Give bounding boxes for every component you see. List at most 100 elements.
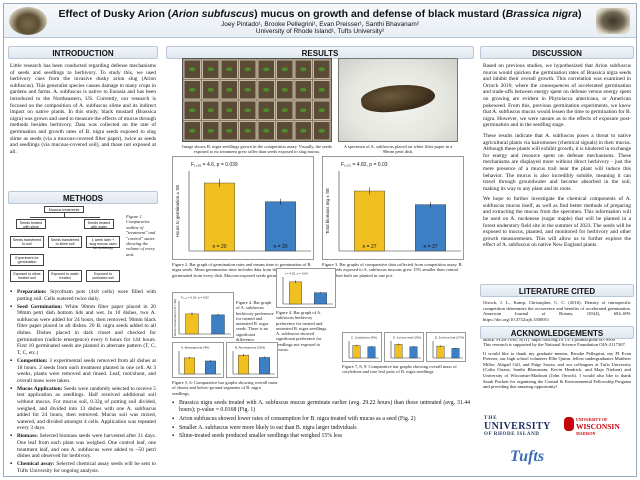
seedling-leaf [263,87,270,92]
introduction-heading: INTRODUCTION [8,46,158,59]
bar-control [352,345,361,359]
ack-paragraph-2: If would like to thank my graduate mento… [483,350,631,390]
chart-annotation: A. Belowground (4%) [181,346,209,350]
discussion-paragraph-2: These results indicate that A. subfuscus… [483,132,631,192]
bar-control [184,357,195,375]
fig2-caption: Figure 2. Bar graph of germination rates… [172,262,312,278]
chart-consumption-seedlings: t = 4.20, p = 0.04 [276,268,336,308]
literature-heading: LITERATURE CITED [480,284,634,297]
introduction-text: Little research has been conducted regar… [10,63,156,155]
seedling-leaf [189,128,196,133]
flow-box-slime: Seeds treated with slime [16,219,46,229]
seedling-leaf [263,108,270,113]
seedling-leaf [300,87,307,92]
chart-consumption-seeds: F₁,₁₄ = 0.18, p = 0.82 Seed consumption (… [172,292,234,338]
fig5-caption: Figure 5, 6: Comparative bar graphs show… [172,380,278,396]
discussion-text: Based on previous studies, we hypothesiz… [483,63,631,249]
methods-bullet: Chemical assay: Selected chemical assay … [10,461,156,474]
chart-annotation: t = 4.20, p = 0.04 [285,272,308,276]
flow-box-germination: Experiment for germination [10,254,44,266]
title-middle: ) mucus on growth and defense of black m… [254,8,506,20]
methods-figure-caption: Figure 1. Comparative outline of "treatm… [126,214,156,257]
bar-slime [451,348,460,359]
flow-box-untreated: Exposed to untreated soil [86,270,120,282]
seedling-leaf [189,108,196,113]
bar-slime [409,346,418,359]
seedling-leaf [189,87,196,92]
seedling-leaf [300,67,307,72]
flow-box-soil: Seeds transferred to soil [10,236,44,248]
chart-belowground: A. Belowground (4%) [172,342,224,378]
seedling-leaf [318,67,325,72]
poster-title: Effect of Dusky Arion (Arion subfuscus) … [4,4,636,20]
bar-slime [205,360,216,375]
chart-annotation: F₁,₅₂ = 4.82, p = 0.03 [341,162,388,168]
seedling-leaf [300,128,307,133]
seedling-leaf [244,128,251,133]
bar-control [289,281,302,305]
seedling-leaf [207,87,214,92]
chart-annotation: F₁,₁₄ = 0.18, p = 0.82 [181,296,209,300]
methods-bullet: Mucus Application: Seeds were randomly s… [10,386,156,432]
slug-photo-logo-icon [596,8,630,34]
poster: Effect of Dusky Arion (Arion subfuscus) … [3,3,637,477]
bar-slime [314,292,327,305]
bar-slime [211,314,225,335]
flow-box-root: Mucous treatments [44,206,84,213]
photo1-caption: Image shows B. nigra seedlings grown in … [182,144,332,155]
bar-slime [367,346,376,359]
seedling-leaf [244,87,251,92]
methods-heading: METHODS [8,191,158,204]
results-bullet: Arion subfuscus showed lower rates of co… [172,416,470,423]
title-suffix: ) [577,8,582,20]
bar-n-label: n = 27 [362,244,376,250]
chart-annotation: E. 2nd true leaf (17%) [435,336,464,340]
uw-logo: UNIVERSITY OF WISCONSIN MADISON [576,417,620,436]
seedling-leaf [207,108,214,113]
chart-annotation: F₁,₃₈ = 4.6, p = 0.039 [191,162,238,168]
methods-bullet: Biomass: Selected biomass seeds were har… [10,433,156,459]
seedling-tray-photo [182,58,332,142]
seedling-leaf [226,108,233,113]
chart-biomass: F₁,₅₂ = 4.82, p = 0.03 Total biomass mg ±… [322,156,464,260]
chart-annotation: D. 1st true leaf (10%) [393,336,421,340]
flow-box-exposed-water: Exposed to water treated [48,270,82,282]
seedling-leaf [207,67,214,72]
results-bullet: Smaller A. subfuscus were more likely to… [172,425,470,432]
fig7-caption: Figure 7, 8, 9: Comparative bar graphs s… [342,364,457,375]
ack-paragraph-1: This research is supported by the Nation… [483,342,626,347]
slug-logo-icon [9,7,47,35]
y-axis-label: Total biomass mg ± SE [325,188,330,234]
bar-slime [265,201,296,252]
wisconsin-crest-icon [564,417,574,431]
bar-slime [259,357,270,375]
authors: Joey Pintado¹, Brooke Pellegrini¹, Evan … [221,21,419,28]
discussion-paragraph-1: Based on previous studies, we hypothesiz… [483,63,631,129]
bar-n-label: n = 20 [273,244,287,250]
seedling-grid-image [183,59,331,141]
fig4-caption: Figure 4. Bar graph of A. subfuscus herb… [236,300,274,343]
seedling-leaf [207,128,214,133]
chart-annotation: C. Cotyledons (9%) [351,336,377,340]
methods-bullet: Seed Germination: White 90mm filter pape… [10,304,156,357]
chart-first-leaf: D. 1st true leaf (10%) [384,332,424,362]
seedling-leaf [281,108,288,113]
seedling-leaf [226,87,233,92]
seedling-leaf [318,87,325,92]
bar-slime [415,204,446,252]
results-bullet: Brassica nigra seeds treated with A. sub… [172,400,470,414]
tufts-logo: Tufts [510,448,545,465]
seedling-leaf [281,128,288,133]
seedling-leaf [300,108,307,113]
seedling-leaf [226,67,233,72]
fig3-caption: Figure 3. Bar graphs of comparative data… [322,262,463,278]
y-axis-label: Hours to germination ± SE [175,185,180,238]
slug-icon [359,79,437,117]
seedling-leaf [281,67,288,72]
seedling-leaf [263,128,270,133]
seedling-leaf [189,67,196,72]
results-bullet: Slime-treated seeds produced smaller see… [172,433,470,440]
title-species-brassica: Brassica nigra [505,8,578,20]
title-prefix: Effect of Dusky Arion ( [58,8,172,20]
flow-line [30,217,100,218]
